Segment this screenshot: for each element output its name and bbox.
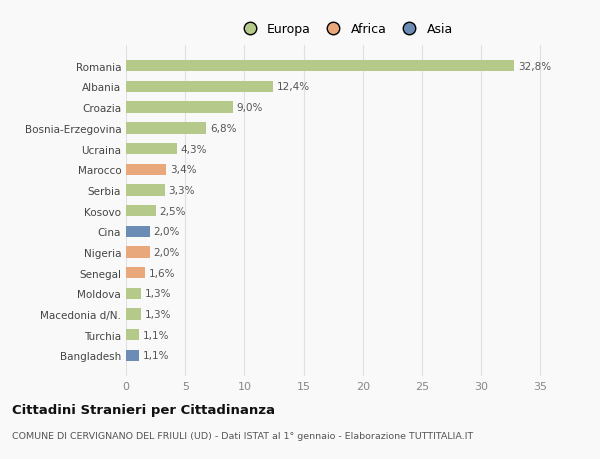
Legend: Europa, Africa, Asia: Europa, Africa, Asia <box>233 19 457 39</box>
Text: COMUNE DI CERVIGNANO DEL FRIULI (UD) - Dati ISTAT al 1° gennaio - Elaborazione T: COMUNE DI CERVIGNANO DEL FRIULI (UD) - D… <box>12 431 473 440</box>
Bar <box>126 288 142 299</box>
Bar <box>126 82 273 93</box>
Bar <box>126 164 166 175</box>
Bar <box>126 330 139 341</box>
Text: 9,0%: 9,0% <box>236 103 262 113</box>
Text: 2,5%: 2,5% <box>159 206 185 216</box>
Text: Cittadini Stranieri per Cittadinanza: Cittadini Stranieri per Cittadinanza <box>12 403 275 416</box>
Text: 1,3%: 1,3% <box>145 289 172 299</box>
Bar <box>126 268 145 279</box>
Text: 2,0%: 2,0% <box>153 247 179 257</box>
Text: 3,4%: 3,4% <box>170 165 196 175</box>
Bar <box>126 185 165 196</box>
Bar <box>126 247 149 258</box>
Text: 1,6%: 1,6% <box>148 268 175 278</box>
Text: 3,3%: 3,3% <box>169 185 195 196</box>
Text: 12,4%: 12,4% <box>277 82 310 92</box>
Bar <box>126 144 177 155</box>
Text: 1,3%: 1,3% <box>145 309 172 319</box>
Bar <box>126 226 149 237</box>
Bar <box>126 206 155 217</box>
Text: 2,0%: 2,0% <box>153 227 179 237</box>
Bar <box>126 350 139 361</box>
Text: 32,8%: 32,8% <box>518 62 551 72</box>
Bar <box>126 61 514 72</box>
Text: 4,3%: 4,3% <box>181 144 207 154</box>
Bar <box>126 123 206 134</box>
Text: 1,1%: 1,1% <box>143 351 169 361</box>
Text: 6,8%: 6,8% <box>210 123 236 134</box>
Text: 1,1%: 1,1% <box>143 330 169 340</box>
Bar <box>126 102 233 113</box>
Bar <box>126 309 142 320</box>
